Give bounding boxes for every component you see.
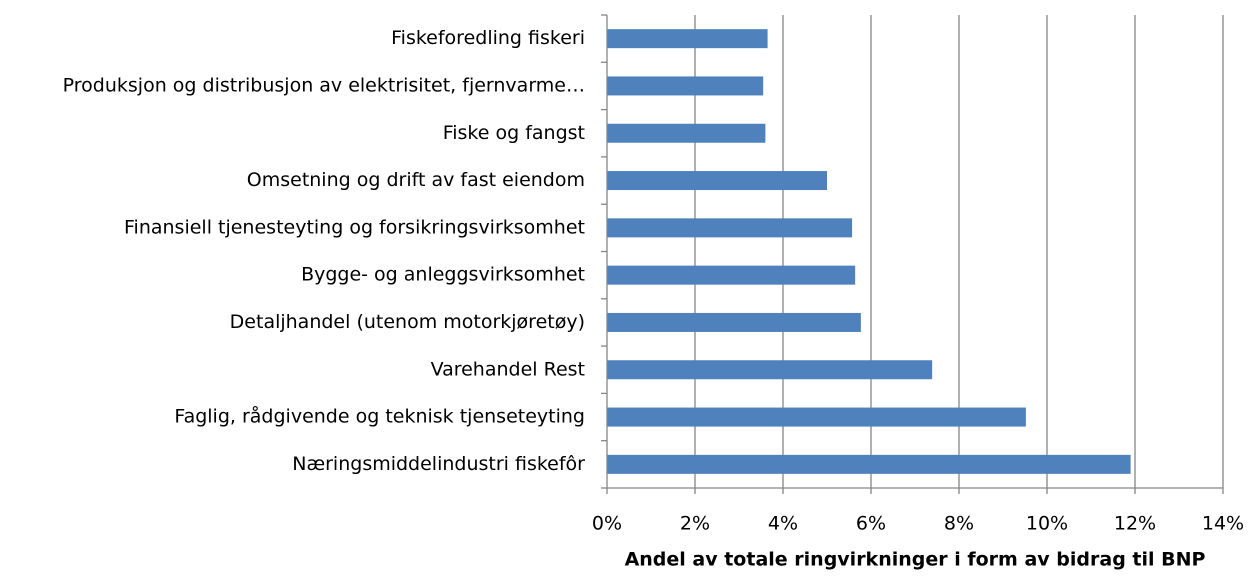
bar	[607, 360, 933, 380]
y-tick-label: Detaljhandel (utenom motorkjøretøy)	[230, 311, 585, 333]
bar	[607, 454, 1131, 474]
x-axis-title: Andel av totale ringvirkninger i form av…	[625, 549, 1206, 571]
y-tick-label: Finansiell tjenesteyting og forsikringsv…	[124, 216, 585, 238]
bar	[607, 29, 768, 49]
bar	[607, 171, 827, 191]
bar	[607, 218, 853, 238]
y-tick-label: Varehandel Rest	[431, 358, 585, 380]
bar	[607, 76, 764, 96]
x-tick-label: 10%	[1026, 513, 1068, 535]
x-tick-label: 2%	[680, 513, 710, 535]
y-tick-label: Omsetning og drift av fast eiendom	[247, 169, 585, 191]
x-tick-label: 8%	[944, 513, 974, 535]
x-tick-label: 0%	[592, 513, 622, 535]
y-tick-label: Fiske og fangst	[443, 122, 585, 144]
y-tick-label: Næringsmiddelindustri fiskefôr	[292, 453, 585, 475]
x-tick-label: 14%	[1202, 513, 1244, 535]
y-tick-label: Bygge- og anleggsvirksomhet	[301, 264, 585, 286]
y-tick-label: Fiskeforedling fiskeri	[391, 27, 585, 49]
bar	[607, 407, 1026, 427]
x-tick-label: 4%	[768, 513, 798, 535]
bar	[607, 265, 856, 285]
y-tick-label: Faglig, rådgivende og teknisk tjenseteyt…	[174, 405, 585, 428]
x-tick-label: 12%	[1114, 513, 1156, 535]
y-tick-label: Produksjon og distribusjon av elektrisit…	[63, 74, 585, 96]
bar	[607, 123, 766, 143]
x-tick-label: 6%	[856, 513, 886, 535]
bar	[607, 312, 861, 332]
